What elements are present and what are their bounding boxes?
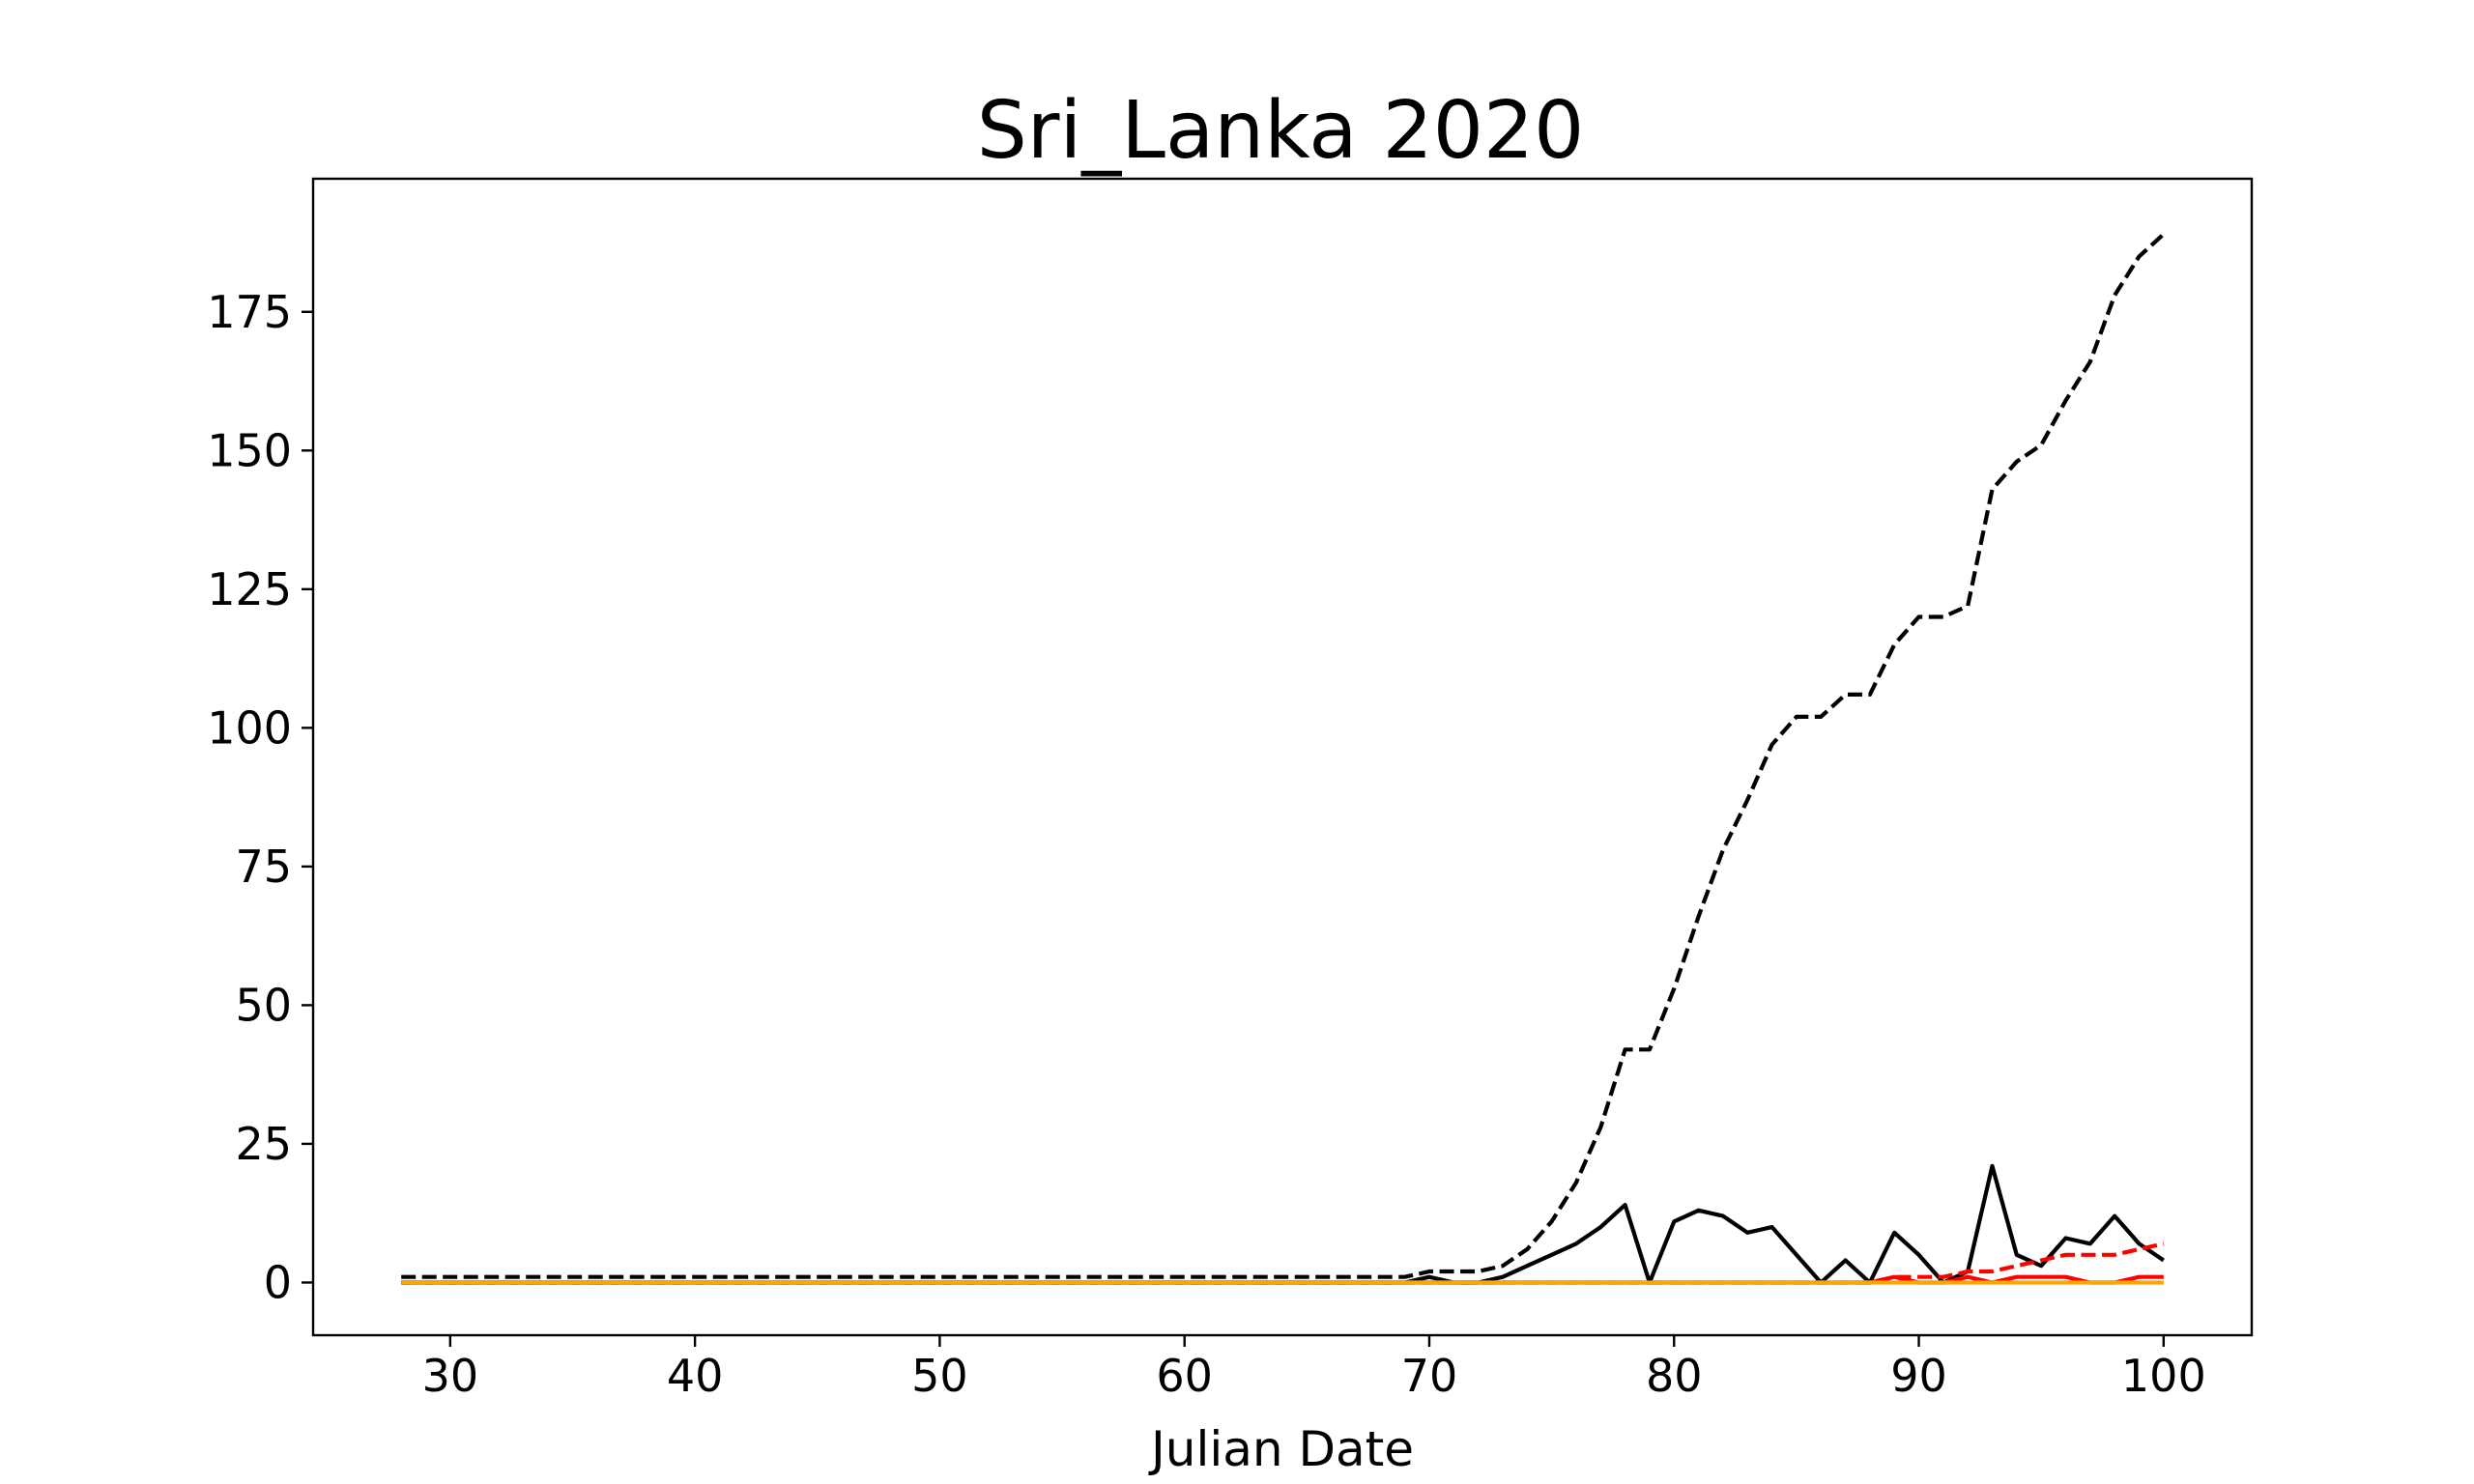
x-tick-label: 30 bbox=[422, 1350, 479, 1402]
x-tick-label: 100 bbox=[2121, 1350, 2206, 1402]
y-tick-label: 50 bbox=[235, 979, 292, 1031]
plot-series bbox=[401, 232, 2166, 1285]
y-axis: 0 25 50 75 100 125 150 175 bbox=[207, 286, 313, 1308]
y-tick-label: 125 bbox=[207, 563, 292, 615]
plot-frame bbox=[311, 177, 2254, 1337]
x-tick-label: 90 bbox=[1890, 1350, 1947, 1402]
y-tick-label: 175 bbox=[207, 286, 292, 338]
x-axis-label: Julian Date bbox=[1148, 1421, 1414, 1477]
x-tick-label: 70 bbox=[1401, 1350, 1458, 1402]
x-tick-label: 80 bbox=[1646, 1350, 1703, 1402]
y-tick-label: 25 bbox=[235, 1118, 292, 1170]
y-tick-label: 100 bbox=[207, 701, 292, 754]
y-tick-label: 75 bbox=[235, 841, 292, 893]
series-line-1 bbox=[401, 232, 2166, 1279]
x-axis: 30 40 50 60 70 80 90 100 bbox=[422, 1335, 2206, 1402]
x-tick-label: 60 bbox=[1156, 1350, 1213, 1402]
chart-title: Sri_Lanka 2020 bbox=[977, 85, 1585, 177]
y-tick-label: 150 bbox=[207, 424, 292, 476]
x-tick-label: 50 bbox=[911, 1350, 968, 1402]
y-tick-label: 0 bbox=[264, 1256, 292, 1308]
x-tick-label: 40 bbox=[667, 1350, 724, 1402]
